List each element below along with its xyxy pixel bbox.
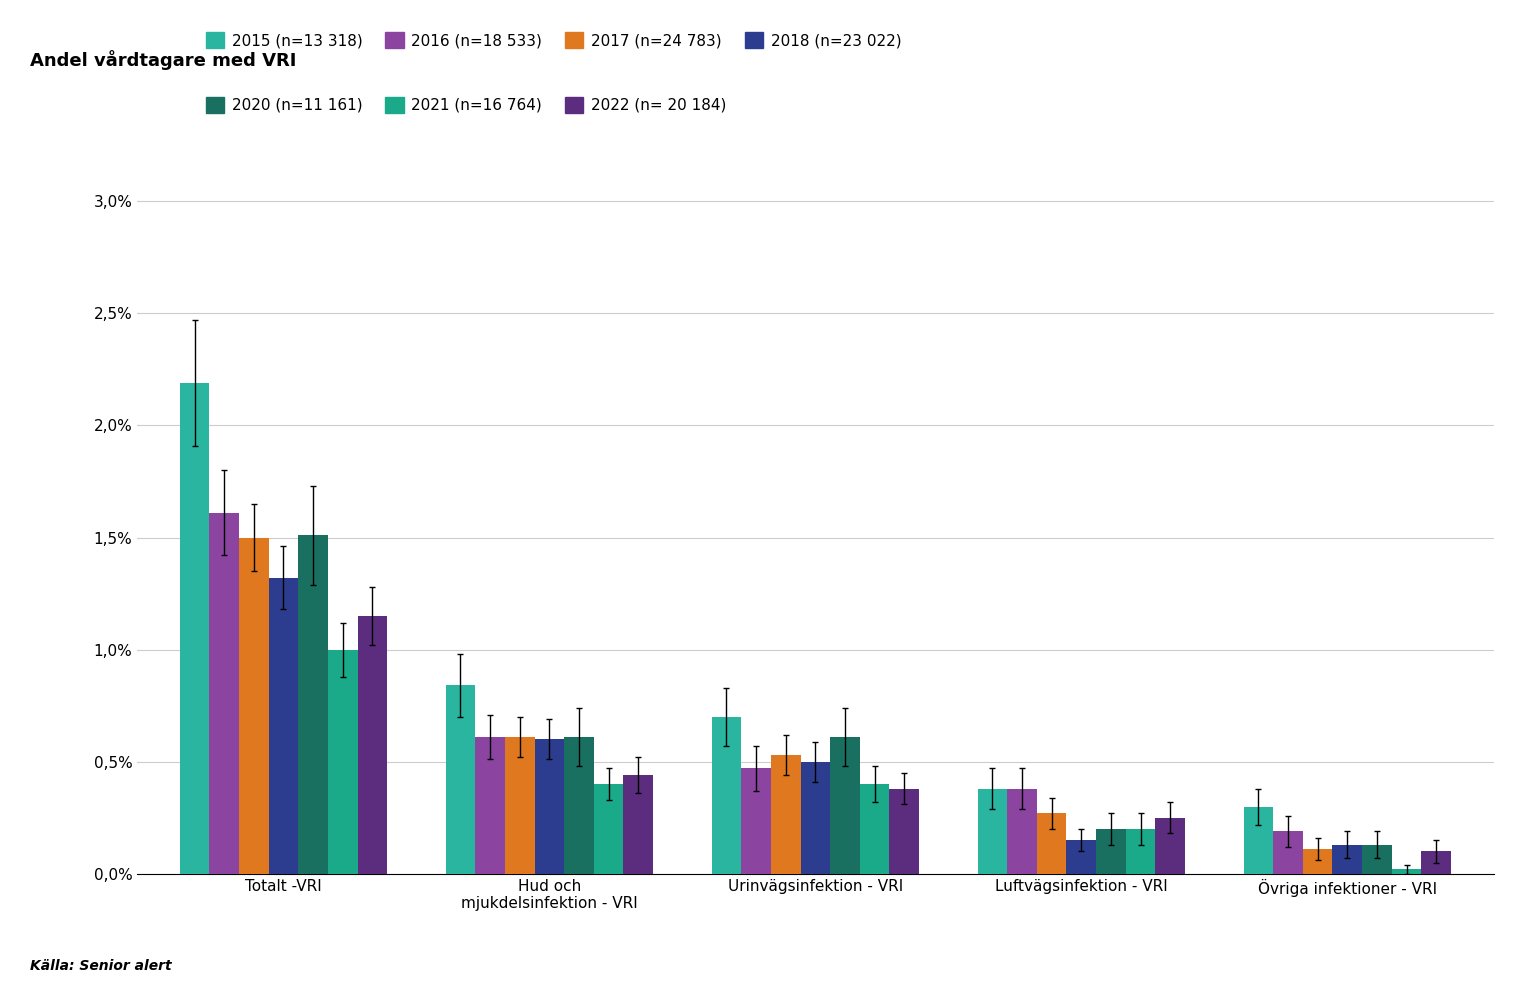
Bar — [977, 788, 1007, 874]
Bar — [1096, 829, 1126, 874]
Bar — [268, 578, 299, 874]
Bar — [623, 776, 654, 874]
Bar — [1036, 813, 1067, 874]
Bar — [358, 616, 387, 874]
Bar — [239, 537, 268, 874]
Bar — [1244, 806, 1273, 874]
Bar — [1155, 818, 1186, 874]
Bar — [1303, 849, 1332, 874]
Bar — [1067, 840, 1096, 874]
Bar — [535, 740, 564, 874]
Bar — [1332, 845, 1362, 874]
Bar — [771, 755, 800, 874]
Legend: 2020 (n=11 161), 2021 (n=16 764), 2022 (n= 20 184): 2020 (n=11 161), 2021 (n=16 764), 2022 (… — [206, 97, 727, 113]
Bar — [890, 788, 919, 874]
Text: Källa: Senior alert: Källa: Senior alert — [30, 959, 172, 973]
Bar — [1273, 831, 1303, 874]
Bar — [712, 717, 741, 874]
Bar — [800, 762, 831, 874]
Bar — [741, 769, 771, 874]
Bar — [1391, 869, 1422, 874]
Bar — [180, 382, 209, 874]
Bar — [1422, 851, 1451, 874]
Bar — [1126, 829, 1155, 874]
Text: Andel vårdtagare med VRI: Andel vårdtagare med VRI — [30, 50, 297, 70]
Bar — [831, 737, 860, 874]
Bar — [564, 737, 594, 874]
Legend: 2015 (n=13 318), 2016 (n=18 533), 2017 (n=24 783), 2018 (n=23 022): 2015 (n=13 318), 2016 (n=18 533), 2017 (… — [206, 33, 901, 49]
Bar — [209, 512, 239, 874]
Bar — [1362, 845, 1391, 874]
Bar — [860, 784, 890, 874]
Bar — [475, 737, 504, 874]
Bar — [445, 685, 475, 874]
Bar — [1007, 788, 1036, 874]
Bar — [328, 649, 358, 874]
Bar — [299, 535, 328, 874]
Bar — [504, 737, 535, 874]
Bar — [594, 784, 623, 874]
